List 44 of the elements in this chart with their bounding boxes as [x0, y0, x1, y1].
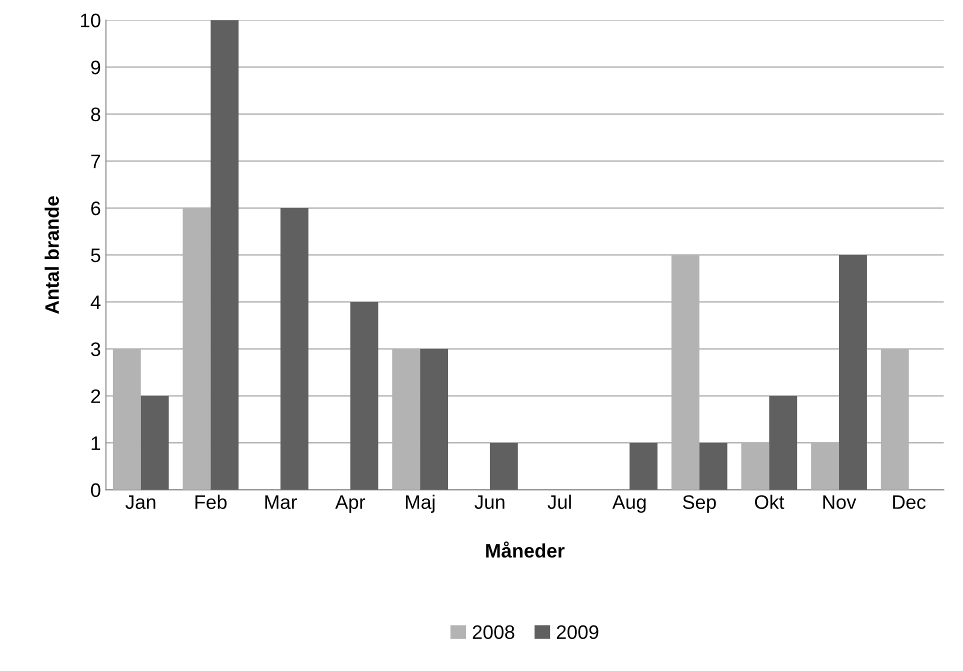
- x-tick-label: Jul: [548, 494, 571, 509]
- bar: [392, 348, 420, 490]
- bar: [741, 442, 770, 490]
- y-tick-label: 10: [80, 14, 100, 28]
- y-axis-title: Antal brande: [44, 196, 59, 314]
- x-tick-label: Maj: [406, 494, 434, 513]
- y-tick-label: 1: [92, 436, 100, 450]
- bar: [811, 442, 840, 490]
- x-tick-label: Apr: [335, 495, 366, 513]
- y-tick-label: 3: [90, 342, 100, 356]
- y-tick-label: 4: [90, 296, 100, 309]
- bar: [182, 208, 211, 490]
- x-tick-label: Aug: [612, 495, 646, 513]
- x-tick-label: Jun: [474, 495, 504, 509]
- legend-label: 2009: [556, 625, 598, 640]
- y-tick-label: 6: [91, 201, 100, 216]
- y-tick-label: 2: [91, 389, 100, 403]
- bar: [210, 20, 239, 490]
- legend-label: 2008: [472, 625, 514, 640]
- bar: [140, 396, 169, 490]
- y-tick-label: 9: [91, 60, 100, 74]
- bar: [769, 396, 798, 490]
- x-tick-label: Mar: [265, 495, 297, 509]
- x-tick-label: Feb: [196, 494, 227, 509]
- bar: [280, 208, 308, 490]
- bar: [420, 348, 448, 490]
- y-tick-label: 8: [91, 108, 100, 122]
- bar: [671, 254, 700, 490]
- x-tick-label: Nov: [823, 495, 856, 509]
- bar: [880, 348, 909, 490]
- x-tick-label: Dec: [893, 495, 926, 509]
- y-tick-label: 0: [91, 483, 100, 498]
- x-tick-label: Jan: [125, 495, 156, 509]
- bar: [112, 348, 141, 490]
- bar: [350, 302, 378, 490]
- bar: [490, 442, 518, 490]
- x-tick-label: Okt: [754, 494, 784, 509]
- y-tick-label: 5: [91, 248, 100, 262]
- x-tick-label: Sep: [682, 495, 716, 513]
- y-tick-label: 7: [91, 154, 100, 168]
- x-axis-title: Måneder: [486, 541, 565, 558]
- bar: [630, 442, 658, 490]
- bar: [839, 254, 867, 490]
- bar: [699, 442, 728, 490]
